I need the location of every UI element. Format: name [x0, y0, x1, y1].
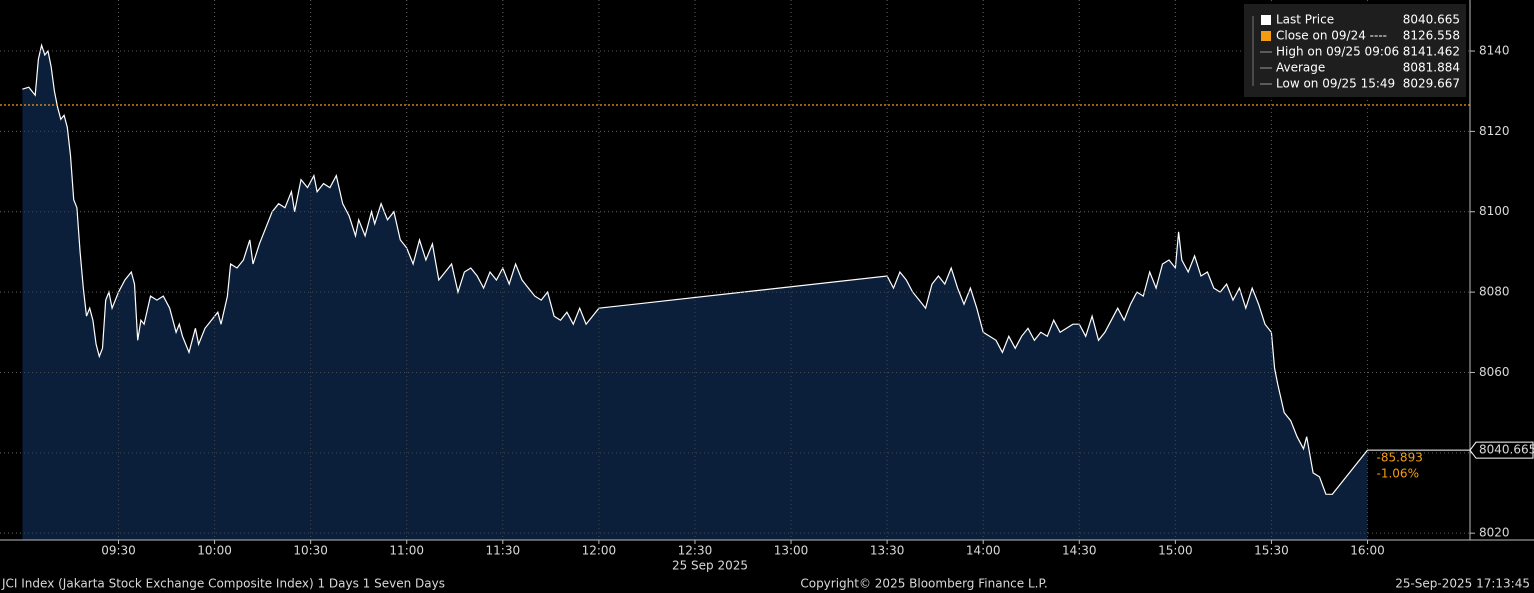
- plot-area: 802080408060808081008120814009:3010:0010…: [0, 0, 1534, 558]
- x-tick-label: 12:00: [582, 544, 617, 558]
- legend-value: 8040.665: [1403, 13, 1460, 27]
- price-line: [22, 42, 1368, 495]
- footer-center: Copyright© 2025 Bloomberg Finance L.P.: [800, 577, 1047, 591]
- legend-label: Last Price: [1276, 13, 1334, 27]
- legend-label: Average: [1276, 61, 1325, 75]
- x-tick-label: 10:00: [197, 544, 232, 558]
- area-fill: [22, 45, 1368, 540]
- legend-label: Close on 09/24 ----: [1276, 29, 1387, 43]
- y-tick-label: 8100: [1479, 204, 1510, 218]
- legend-value: 8126.558: [1403, 29, 1460, 43]
- x-tick-label: 12:30: [678, 544, 713, 558]
- x-tick-label: 10:30: [293, 544, 328, 558]
- x-tick-label: 15:30: [1254, 544, 1289, 558]
- x-axis-label: 25 Sep 2025: [672, 559, 748, 573]
- y-tick-label: 8060: [1479, 365, 1510, 379]
- footer-right: 25-Sep-2025 17:13:45: [1395, 577, 1530, 591]
- legend-label: Low on 09/25 15:49: [1276, 77, 1395, 91]
- legend-value: 8141.462: [1403, 45, 1460, 59]
- x-tick-label: 13:00: [774, 544, 809, 558]
- y-tick-label: 8120: [1479, 124, 1510, 138]
- x-tick-label: 09:30: [101, 544, 136, 558]
- change-percent: -1.06%: [1377, 467, 1419, 481]
- legend-box: [1244, 4, 1466, 97]
- y-tick-label: 8080: [1479, 285, 1510, 299]
- x-tick-label: 14:00: [966, 544, 1001, 558]
- legend-swatch: [1261, 15, 1271, 25]
- y-tick-label: 8140: [1479, 44, 1510, 58]
- x-tick-label: 13:30: [870, 544, 905, 558]
- legend-value: 8029.667: [1403, 77, 1460, 91]
- x-tick-label: 15:00: [1158, 544, 1193, 558]
- change-value: -85.893: [1377, 451, 1423, 465]
- x-tick-label: 16:00: [1350, 544, 1385, 558]
- last-price-label: 8040.665: [1479, 443, 1534, 457]
- x-tick-label: 11:30: [486, 544, 521, 558]
- legend-label: High on 09/25 09:06: [1276, 45, 1399, 59]
- footer-left: JCI Index (Jakarta Stock Exchange Compos…: [1, 577, 445, 591]
- x-tick-label: 11:00: [389, 544, 424, 558]
- x-tick-label: 14:30: [1062, 544, 1097, 558]
- y-tick-label: 8020: [1479, 526, 1510, 540]
- last-price-tag: [1469, 441, 1534, 459]
- legend-value: 8081.884: [1403, 61, 1460, 75]
- legend-swatch: [1261, 31, 1271, 41]
